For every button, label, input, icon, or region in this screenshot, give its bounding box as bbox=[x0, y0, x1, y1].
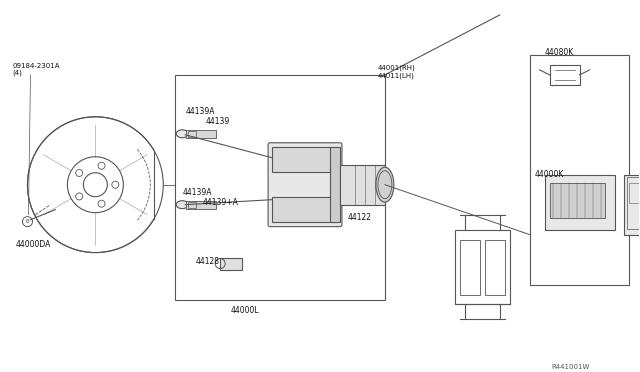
Bar bbox=[627, 177, 640, 229]
Bar bbox=[630, 183, 640, 203]
Bar bbox=[188, 131, 196, 137]
Text: 44000L: 44000L bbox=[231, 307, 259, 315]
Text: 44000DA: 44000DA bbox=[15, 240, 51, 248]
Text: 44139A: 44139A bbox=[185, 107, 215, 116]
Bar bbox=[545, 175, 614, 230]
Bar bbox=[272, 147, 337, 172]
Ellipse shape bbox=[176, 201, 188, 209]
Bar bbox=[460, 240, 480, 295]
Bar bbox=[340, 165, 385, 205]
Text: 44080K: 44080K bbox=[545, 48, 574, 57]
Bar bbox=[484, 240, 505, 295]
Text: 44122: 44122 bbox=[348, 213, 372, 222]
Bar bbox=[330, 147, 340, 222]
Bar bbox=[550, 183, 605, 218]
Bar bbox=[530, 55, 630, 285]
Ellipse shape bbox=[376, 167, 394, 202]
Text: 44139A: 44139A bbox=[182, 188, 212, 197]
Bar bbox=[625, 175, 640, 235]
Bar bbox=[186, 201, 216, 209]
Text: 44139+A: 44139+A bbox=[202, 198, 238, 207]
FancyBboxPatch shape bbox=[268, 143, 342, 227]
Bar bbox=[455, 230, 509, 305]
Ellipse shape bbox=[176, 130, 188, 138]
Text: 44001(RH)
44011(LH): 44001(RH) 44011(LH) bbox=[378, 65, 415, 79]
Text: 09184-2301A
(4): 09184-2301A (4) bbox=[13, 63, 60, 76]
Bar bbox=[550, 65, 580, 85]
Text: 44128: 44128 bbox=[195, 257, 220, 266]
Bar bbox=[220, 257, 242, 270]
Bar bbox=[175, 75, 385, 299]
Bar bbox=[272, 197, 337, 222]
Text: 44139: 44139 bbox=[205, 117, 229, 126]
Text: R441001W: R441001W bbox=[551, 365, 589, 371]
Bar bbox=[188, 202, 196, 208]
Bar bbox=[186, 130, 216, 138]
Text: 44000K: 44000K bbox=[534, 170, 564, 179]
Text: B: B bbox=[26, 219, 29, 224]
